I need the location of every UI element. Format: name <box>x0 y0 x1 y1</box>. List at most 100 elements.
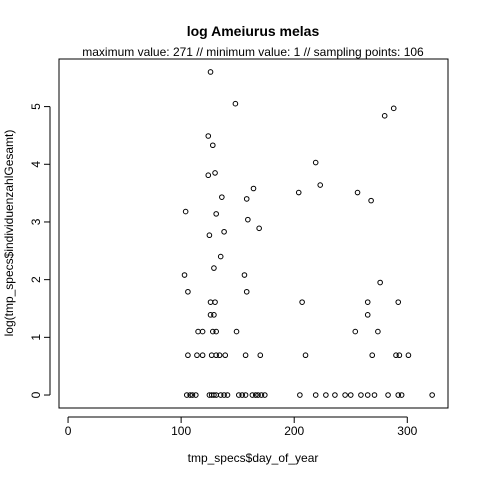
data-point <box>232 100 239 107</box>
data-point <box>185 288 191 295</box>
data-point <box>211 312 217 318</box>
data-point <box>213 211 219 217</box>
data-point <box>395 299 402 305</box>
data-point <box>212 299 218 305</box>
x-tick-label: 300 <box>397 424 417 438</box>
data-point <box>205 133 212 139</box>
data-point <box>364 392 371 398</box>
data-point <box>381 113 388 119</box>
plot-frame <box>58 58 449 409</box>
data-point <box>368 197 374 204</box>
data-point <box>242 392 249 398</box>
y-tick-label: 5 <box>29 103 43 110</box>
data-point <box>199 352 206 359</box>
data-point <box>249 392 256 398</box>
data-point <box>185 352 191 359</box>
data-point <box>364 312 371 318</box>
data-point <box>211 392 217 398</box>
x-axis-label: tmp_specs$day_of_year <box>188 451 319 465</box>
data-point <box>224 392 231 398</box>
data-point <box>182 208 189 215</box>
y-tick-label: 4 <box>29 161 43 168</box>
data-point <box>207 69 214 75</box>
x-axis: 0 100 200 300 <box>65 416 418 438</box>
data-point <box>195 328 201 335</box>
y-tick-label: 0 <box>29 391 43 398</box>
y-tick-label: 1 <box>29 334 43 341</box>
data-point <box>206 232 213 239</box>
y-tick-label: 2 <box>29 276 43 283</box>
data-point <box>241 272 248 278</box>
data-point <box>385 392 391 398</box>
data-point <box>245 216 251 223</box>
data-point <box>199 328 206 335</box>
data-point <box>213 352 219 359</box>
data-point <box>390 105 397 112</box>
data-point <box>312 159 319 166</box>
data-point <box>302 352 309 359</box>
data-point <box>207 312 214 318</box>
data-point <box>221 228 227 235</box>
data-point <box>255 392 261 398</box>
data-point <box>216 352 223 359</box>
data-point <box>377 279 383 286</box>
data-point <box>217 392 224 398</box>
data-point <box>187 392 193 398</box>
data-point <box>393 352 399 359</box>
data-point <box>212 170 218 176</box>
data-point <box>429 392 435 398</box>
data-points <box>181 69 435 398</box>
data-point <box>332 392 338 398</box>
data-point <box>352 328 359 335</box>
data-point <box>222 352 229 359</box>
data-point <box>208 352 215 359</box>
data-point <box>371 392 378 398</box>
data-point <box>257 352 264 359</box>
data-point <box>342 392 348 398</box>
data-point <box>364 299 371 305</box>
data-point <box>405 352 412 359</box>
data-point <box>239 392 245 398</box>
data-point <box>209 142 216 149</box>
data-point <box>217 253 224 260</box>
data-point <box>211 265 217 271</box>
data-point <box>221 392 227 398</box>
data-point <box>369 352 376 359</box>
data-point <box>262 392 268 398</box>
y-axis-label: log(tmp_specs$individuenzahlGesamt) <box>2 130 16 337</box>
data-point <box>193 392 199 398</box>
data-point <box>243 196 250 202</box>
data-point <box>189 392 196 398</box>
data-point <box>242 352 249 359</box>
data-point <box>317 182 324 188</box>
data-point <box>250 185 257 192</box>
data-point <box>213 328 219 335</box>
data-point <box>398 392 405 398</box>
x-tick-label: 100 <box>171 424 191 438</box>
data-point <box>256 225 262 232</box>
data-point <box>207 299 214 305</box>
x-tick-label: 0 <box>65 424 72 438</box>
data-point <box>323 392 329 398</box>
data-point <box>295 189 302 196</box>
data-point <box>347 392 354 398</box>
y-axis: 0 1 2 3 4 5 <box>29 103 51 398</box>
data-point <box>181 272 188 278</box>
data-point <box>312 392 319 398</box>
data-point <box>252 392 259 398</box>
y-tick-label: 3 <box>29 218 43 225</box>
data-point <box>354 189 361 196</box>
data-point <box>235 392 242 398</box>
data-point <box>299 299 305 305</box>
data-point <box>396 352 403 359</box>
data-point <box>375 328 381 335</box>
data-point <box>205 172 212 179</box>
data-point <box>258 392 265 398</box>
chart-subtitle: maximum value: 271 // minimum value: 1 /… <box>82 45 424 59</box>
x-tick-label: 200 <box>284 424 304 438</box>
data-point <box>358 392 364 398</box>
data-point <box>194 352 200 359</box>
data-point <box>297 392 303 398</box>
data-point <box>243 288 250 295</box>
data-point <box>209 328 216 335</box>
